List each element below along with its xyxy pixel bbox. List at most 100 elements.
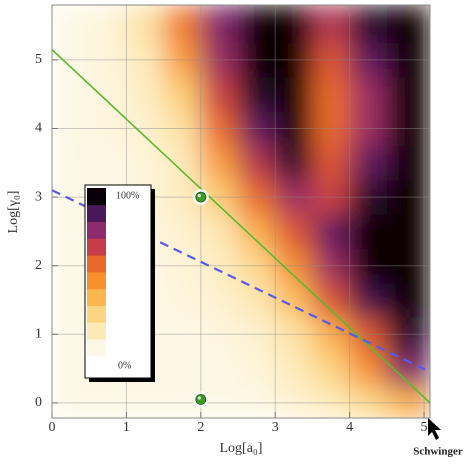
heat-cell — [52, 351, 90, 387]
heat-cell — [163, 77, 202, 112]
heat-cell — [349, 385, 388, 418]
heat-cell — [126, 145, 165, 181]
heat-cell — [275, 145, 313, 181]
reference-line — [52, 49, 430, 404]
heat-cell — [424, 351, 430, 387]
heat-cell — [52, 42, 90, 78]
heat-cell — [349, 248, 388, 284]
heat-cell — [275, 77, 313, 112]
heat-cell — [386, 317, 425, 352]
heat-cell — [349, 5, 388, 44]
heat-cell — [238, 111, 276, 147]
heat-cell — [52, 111, 90, 147]
heat-cell — [163, 317, 202, 352]
heat-cell — [424, 5, 430, 44]
axes: 0 1 2 3 4 5 0 1 2 3 4 5 — [35, 52, 428, 435]
heat-cell — [163, 42, 202, 78]
legend-swatch — [87, 188, 106, 206]
heat-cell — [386, 282, 425, 318]
heat-cell — [163, 282, 202, 318]
heat-cell — [424, 248, 430, 284]
heat-cell — [424, 317, 430, 352]
heat-cell — [89, 42, 127, 78]
heat-cell — [238, 42, 276, 78]
heat-cell — [52, 77, 90, 112]
point — [195, 191, 207, 203]
heat-cell — [275, 42, 313, 78]
heat-cell — [349, 111, 388, 147]
heat-cell — [424, 214, 430, 250]
heat-cell — [386, 5, 425, 44]
heat-cell — [126, 111, 165, 147]
heat-cell — [386, 42, 425, 78]
heat-cell — [386, 145, 425, 181]
y-tick-label: 3 — [35, 189, 42, 204]
point — [195, 394, 207, 405]
heat-cell — [200, 282, 239, 318]
plot-frame — [51, 4, 431, 419]
legend-label: 0% — [118, 360, 131, 371]
heat-cell — [126, 5, 165, 44]
legend-swatch — [87, 221, 106, 239]
heat-cell — [238, 77, 276, 112]
x-tick-label: 1 — [123, 420, 130, 435]
heat-cell — [163, 248, 202, 284]
heat-cell — [386, 214, 425, 250]
heat-cell — [52, 317, 90, 352]
heat-cell — [424, 179, 430, 215]
legend-swatch — [87, 204, 106, 222]
heat-cell — [349, 214, 388, 250]
heat-cell — [200, 111, 239, 147]
heat-cell — [424, 111, 430, 147]
y-tick-label: 5 — [35, 52, 42, 67]
heat-cell — [386, 385, 425, 418]
heat-cell — [163, 5, 202, 44]
legend-swatch — [87, 272, 106, 290]
heat-cell — [238, 145, 276, 181]
heat-cell — [275, 248, 313, 284]
heat-cell — [238, 5, 276, 44]
legend-swatch — [87, 288, 106, 306]
reference-line — [52, 189, 430, 374]
heat-cell — [275, 111, 313, 147]
heat-cell — [312, 351, 351, 387]
heat-cell — [238, 179, 276, 215]
heat-cell — [424, 385, 430, 418]
x-tick-label: 3 — [272, 420, 279, 435]
heat-cell — [89, 77, 127, 112]
heat-cell — [52, 214, 90, 250]
heat-cell — [200, 351, 239, 387]
cursor-arrow — [428, 418, 441, 440]
heat-cell — [52, 145, 90, 181]
heat-cell — [349, 77, 388, 112]
y-tick-label: 2 — [35, 258, 42, 273]
legend-label: 100% — [116, 190, 139, 201]
heat-cell — [349, 179, 388, 215]
heat-cell — [386, 111, 425, 147]
heat-cell — [238, 385, 276, 418]
heat-cell — [312, 385, 351, 418]
heat-cell — [89, 385, 127, 418]
heat-cell — [52, 282, 90, 318]
heat-cell — [312, 42, 351, 78]
heat-cell — [163, 214, 202, 250]
legend-swatch — [87, 238, 106, 256]
heat-cell — [238, 351, 276, 387]
heat-cell — [386, 179, 425, 215]
heat-cell — [312, 5, 351, 44]
heat-cell — [424, 42, 430, 78]
heat-cell — [163, 111, 202, 147]
heat-cell — [312, 282, 351, 318]
heat-cell — [312, 248, 351, 284]
heat-cell — [275, 179, 313, 215]
heat-cell — [275, 385, 313, 418]
heat-cell — [312, 214, 351, 250]
heat-cell — [52, 5, 90, 44]
heat-cell — [89, 5, 127, 44]
heat-cell — [89, 145, 127, 181]
heat-cell — [312, 111, 351, 147]
legend-swatch — [87, 255, 106, 273]
legend-swatch — [87, 322, 106, 340]
